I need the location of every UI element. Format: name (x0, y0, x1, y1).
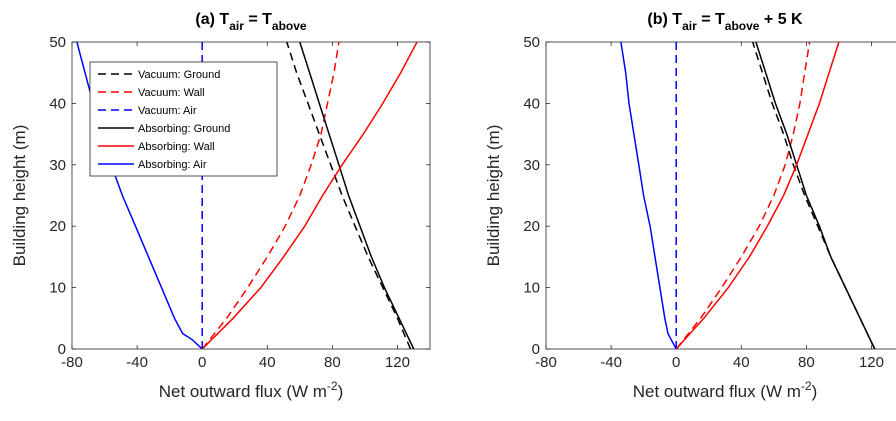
series-absorbing-wall (675, 42, 840, 349)
x-axis-label: Net outward flux (W m-2) (159, 379, 344, 401)
y-tick-label: 0 (58, 341, 66, 358)
legend-label: Vacuum: Ground (138, 69, 220, 81)
y-tick-label: 40 (523, 95, 540, 112)
series-group (620, 42, 876, 349)
series-absorbing-ground (299, 42, 415, 349)
y-tick-label: 20 (523, 218, 540, 235)
x-tick-label: 80 (798, 354, 815, 371)
legend-box (89, 61, 278, 177)
legend-label: Absorbing: Wall (138, 141, 215, 153)
series-absorbing-wall (201, 42, 418, 349)
y-tick-label: 50 (49, 34, 66, 51)
legend-label: Vacuum: Air (138, 105, 197, 117)
y-tick-label: 10 (49, 280, 66, 297)
chart-title: (b) Tair = Tabove + 5 K (647, 11, 803, 33)
y-tick-label: 50 (523, 34, 540, 51)
x-tick-label: -80 (61, 354, 83, 371)
x-tick-label: -40 (126, 354, 148, 371)
y-axis-label: Building height (m) (484, 125, 503, 267)
x-tick-label: 0 (672, 354, 680, 371)
series-absorbing-air (620, 42, 677, 349)
y-tick-label: 40 (49, 95, 66, 112)
legend-label: Absorbing: Air (138, 159, 207, 171)
y-tick-label: 0 (532, 341, 540, 358)
y-tick-label: 30 (523, 157, 540, 174)
axes-box (71, 41, 431, 350)
series-vacuum-ground (286, 42, 412, 349)
series-vacuum-wall (201, 42, 340, 349)
x-tick-label: -80 (535, 354, 557, 371)
x-axis-label: Net outward flux (W m-2) (633, 379, 818, 401)
x-tick-label: 40 (733, 354, 750, 371)
y-axis-label: Building height (m) (10, 125, 29, 267)
chart-title: (a) Tair = Tabove (195, 11, 306, 33)
y-tick-label: 20 (49, 218, 66, 235)
x-tick-label: -40 (600, 354, 622, 371)
legend: Vacuum: Ground Vacuum: Wall Vacuum: Air Abs… (89, 61, 278, 177)
x-tick-label: 80 (324, 354, 341, 371)
x-tick-label: 40 (259, 354, 276, 371)
legend-label: Vacuum: Wall (138, 87, 205, 99)
panel-b: -80 -40 0 40 80 120 0 10 20 30 40 50 Net outward flu… (484, 11, 896, 401)
x-tick-label: 0 (198, 354, 206, 371)
legend-label: Absorbing: Ground (138, 123, 230, 135)
y-tick-label: 30 (49, 157, 66, 174)
x-tick-label: 120 (859, 354, 884, 371)
panel-a: -80 -40 0 40 80 120 0 10 20 30 40 50 Net outward flu… (10, 11, 431, 401)
x-tick-label: 120 (385, 354, 410, 371)
y-tick-label: 10 (523, 280, 540, 297)
series-group (76, 42, 418, 349)
axes-box (545, 41, 896, 350)
series-vacuum-wall (675, 42, 811, 349)
series-absorbing-ground (755, 42, 876, 349)
